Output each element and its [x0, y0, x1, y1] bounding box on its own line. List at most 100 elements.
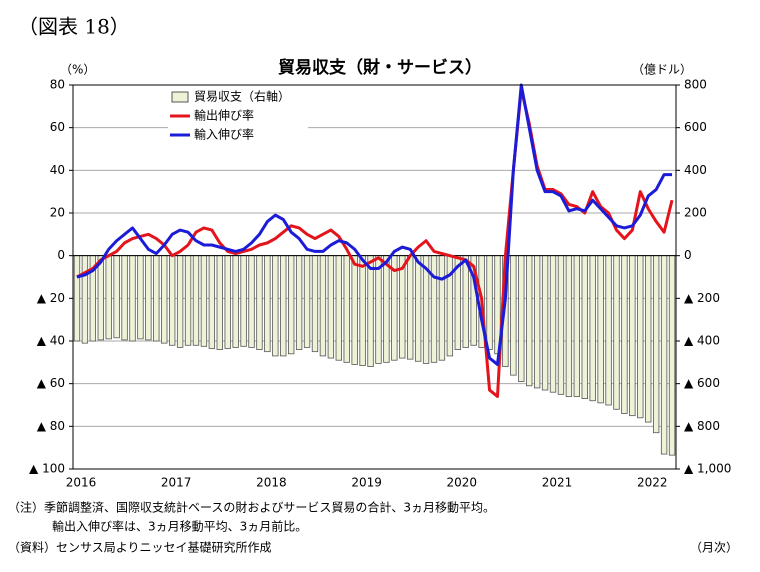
bar: [518, 255, 525, 382]
bar: [280, 255, 287, 357]
bar: [573, 255, 580, 397]
bar: [383, 255, 390, 363]
bar: [414, 255, 422, 362]
bar: [232, 255, 239, 348]
x-tick-label: 2019: [351, 476, 382, 490]
bar: [256, 255, 263, 350]
bar: [224, 255, 231, 349]
bar: [73, 255, 81, 342]
legend-label: 貿易収支（右軸）: [194, 89, 290, 104]
y-tick-label: ▲ 40: [37, 334, 65, 348]
bar: [161, 255, 168, 344]
legend-label: 輸入伸び率: [194, 127, 254, 142]
legend-label: 輸出伸び率: [194, 108, 254, 123]
y-tick-label: 40: [50, 163, 65, 177]
bar: [629, 255, 636, 417]
y-tick-label: ▲ 80: [37, 419, 65, 433]
note: 輸出入伸び率は、3ヵ月移動平均、3ヵ月前比。: [52, 519, 307, 534]
bar: [288, 255, 295, 355]
bar: [97, 255, 104, 341]
bar: [105, 255, 112, 340]
chart-title: 貿易収支（財・サービス）: [278, 57, 482, 78]
bar: [240, 255, 247, 347]
bar: [327, 255, 335, 359]
bar: [565, 255, 573, 397]
bar: [462, 255, 469, 348]
y-tick-label: 80: [50, 78, 65, 92]
y2-tick-label: ▲ 1,000: [684, 462, 731, 476]
line: [76, 83, 673, 366]
y2-tick-label: 800: [684, 78, 707, 92]
y2-tick-label: ▲ 200: [684, 291, 720, 305]
y2-tick-label: ▲ 400: [684, 334, 720, 348]
bar: [589, 255, 596, 402]
bar: [549, 255, 557, 393]
bar: [248, 255, 255, 348]
bar: [343, 255, 350, 363]
bar: [407, 255, 414, 360]
bar: [351, 255, 358, 365]
bar: [200, 255, 208, 347]
y-tick-label: ▲ 100: [29, 462, 65, 476]
bar: [438, 255, 446, 361]
bar: [216, 255, 223, 350]
bar: [272, 255, 279, 357]
bar: [541, 255, 549, 391]
y2-unit: （億ドル）: [632, 63, 692, 77]
bar: [176, 255, 184, 348]
bar: [430, 255, 438, 363]
bar: [137, 255, 144, 340]
bar: [184, 255, 192, 346]
bar: [169, 255, 176, 346]
bar: [621, 255, 628, 414]
figure-label: （図表 18）: [18, 15, 130, 39]
bar: [367, 255, 374, 368]
bar: [359, 255, 366, 366]
legend-swatch: [171, 91, 189, 103]
bar: [510, 255, 517, 376]
bar: [605, 255, 612, 406]
x-tick-label: 2017: [161, 476, 192, 490]
bar: [145, 255, 152, 341]
bar: [319, 255, 327, 357]
line: [76, 87, 674, 398]
bar: [129, 255, 136, 342]
y2-tick-label: 600: [684, 120, 707, 134]
y-tick-label: ▲ 60: [37, 376, 65, 390]
bar: [652, 255, 660, 434]
bar: [375, 255, 382, 364]
bar: [81, 255, 89, 344]
y2-tick-label: 200: [684, 206, 707, 220]
bar: [533, 255, 541, 389]
plot-frame: [72, 84, 677, 470]
bar: [113, 255, 120, 339]
bar: [399, 255, 406, 359]
note: （資料）センサス局よりニッセイ基礎研究所作成: [8, 540, 272, 555]
x-tick-label: 2021: [542, 476, 573, 490]
x-unit: （月次）: [690, 541, 738, 555]
y2-tick-label: 400: [684, 163, 707, 177]
bar: [303, 255, 311, 348]
x-tick-label: 2016: [66, 476, 97, 490]
y-tick-label: ▲ 20: [37, 291, 65, 305]
note: （注）季節調整済、国際収支統計ベースの財およびサービス貿易の合計、3ヵ月移動平均…: [8, 500, 495, 515]
legend-box: [168, 88, 308, 146]
x-tick-label: 2018: [256, 476, 287, 490]
bar: [311, 255, 319, 353]
y-tick-label: 60: [50, 120, 65, 134]
bar: [597, 255, 604, 404]
bar: [637, 255, 644, 419]
y-tick-label: 0: [57, 248, 65, 262]
bar: [192, 255, 200, 346]
bar: [208, 255, 216, 349]
y2-tick-label: 0: [684, 248, 692, 262]
bar: [613, 255, 620, 410]
bar: [121, 255, 128, 341]
bar: [668, 255, 676, 456]
bar: [486, 255, 493, 350]
y-tick-label: 20: [50, 206, 65, 220]
bar: [264, 255, 271, 353]
bar: [645, 255, 652, 423]
bar: [557, 255, 565, 395]
